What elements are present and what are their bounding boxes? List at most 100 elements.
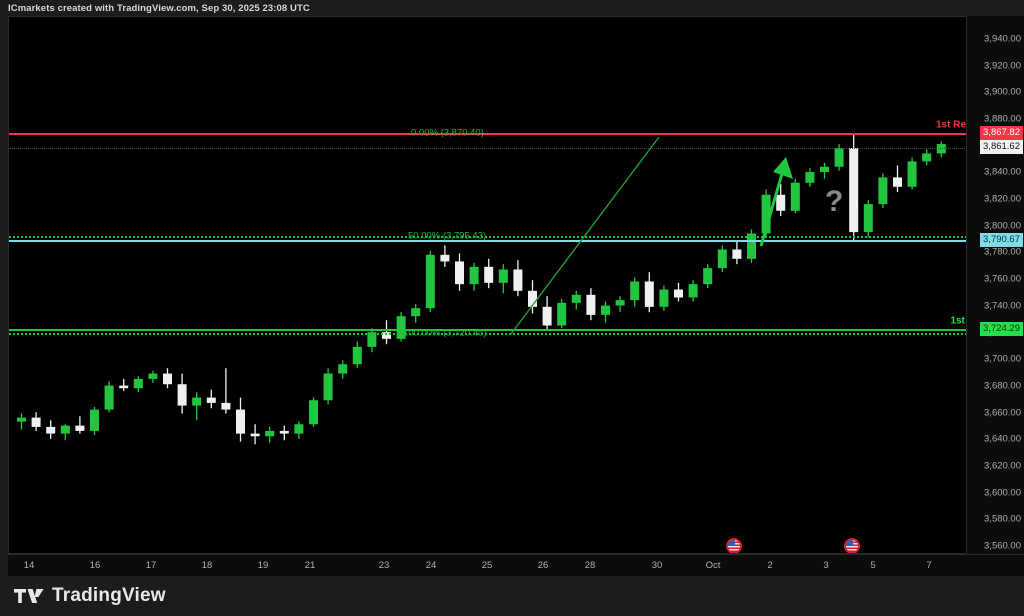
candle-body <box>761 194 771 234</box>
price-axis-tick: 3,660.00 <box>984 407 1021 419</box>
candle-body <box>250 433 260 437</box>
candle-body <box>674 289 683 298</box>
footer: TradingView <box>0 576 1024 616</box>
candle-body <box>732 249 742 259</box>
time-axis-tick: 16 <box>89 560 101 571</box>
candle-body <box>922 153 932 162</box>
price-axis-tick: 3,640.00 <box>984 433 1021 445</box>
candle-body <box>17 417 26 422</box>
candle-body <box>396 316 406 339</box>
candle-body <box>834 148 844 167</box>
candle-body <box>440 254 450 262</box>
candlestick-series <box>17 133 946 445</box>
fib-label-100: 100.00% (3,720.45) <box>403 327 487 339</box>
candle-body <box>163 373 172 385</box>
candle-body <box>60 425 70 434</box>
last-price-price-badge[interactable]: 3,861.62 <box>980 140 1023 154</box>
fib-level-100-line <box>9 333 967 335</box>
candle-body <box>557 302 567 326</box>
candle-body <box>878 177 888 205</box>
tradingview-brand-text: TradingView <box>52 585 166 606</box>
candle-body <box>805 172 815 183</box>
candle-body <box>279 430 289 434</box>
us-economic-event-icon[interactable] <box>726 538 742 553</box>
price-axis-tick: 3,560.00 <box>984 540 1021 552</box>
time-axis-tick: 30 <box>651 560 663 571</box>
candle-body <box>586 294 596 315</box>
candle-body <box>309 400 318 425</box>
candle-body <box>367 332 377 347</box>
price-axis-tick: 3,880.00 <box>984 113 1021 125</box>
candle-body <box>425 254 435 309</box>
time-axis-tick: Oct <box>705 560 721 571</box>
candle-body <box>498 269 508 283</box>
candle-body <box>863 204 873 233</box>
candle-body <box>206 397 216 403</box>
candle-body <box>236 409 245 434</box>
candle-body <box>893 177 902 187</box>
price-axis-tick: 3,580.00 <box>984 513 1021 525</box>
fib-level-50-line <box>9 236 967 238</box>
candle-body <box>571 294 581 303</box>
chart-plot-area[interactable] <box>9 17 967 553</box>
candle-body <box>192 397 202 406</box>
fib-label-0: 0.00% (3,870.40) <box>411 127 484 139</box>
candle-body <box>528 290 537 307</box>
support-line <box>9 329 967 331</box>
time-axis-tick: 24 <box>425 560 437 571</box>
candle-body <box>630 281 640 301</box>
candle-body <box>820 166 829 173</box>
price-axis-tick: 3,840.00 <box>984 166 1021 178</box>
candle-body <box>90 409 99 431</box>
candle-body <box>265 430 275 437</box>
question-mark-annotation: ? <box>825 185 844 218</box>
candle-body <box>849 148 859 233</box>
resistance-price-badge[interactable]: 3,867.82 <box>980 126 1023 140</box>
price-axis-tick: 3,900.00 <box>984 86 1021 98</box>
price-axis-tick: 3,760.00 <box>984 273 1021 285</box>
candle-body <box>703 268 713 285</box>
chart-frame[interactable]: 0.00% (3,870.40) 50.00% (3,795.43) 100.0… <box>8 16 1016 554</box>
tradingview-logo-icon <box>14 589 44 603</box>
price-axis-tick: 3,940.00 <box>984 33 1021 45</box>
pivot-line <box>9 240 967 242</box>
candle-body <box>615 300 625 306</box>
us-economic-event-icon[interactable] <box>844 538 860 553</box>
candle-body <box>323 373 333 401</box>
candle-body <box>542 306 552 326</box>
candle-body <box>644 281 654 307</box>
time-axis-tick: 18 <box>201 560 213 571</box>
candle-body <box>382 332 391 339</box>
candle-body <box>747 233 756 259</box>
time-axis[interactable]: 14 16 17 18 19 21 23 24 25 26 28 30 Oct 2 3 5 7 <box>8 554 1024 576</box>
candle-body <box>776 194 786 211</box>
candle-body <box>484 266 494 283</box>
candle-body <box>177 384 187 406</box>
candle-body <box>221 402 231 410</box>
price-axis[interactable]: 3,940.003,920.003,900.003,880.003,860.00… <box>966 16 1024 554</box>
candle-body <box>352 346 362 365</box>
price-axis-tick: 3,680.00 <box>984 380 1021 392</box>
candle-body <box>790 182 800 211</box>
candle-body <box>907 161 917 187</box>
time-axis-tick: 3 <box>823 560 829 571</box>
candle-body <box>294 424 304 434</box>
candle-body <box>411 308 421 317</box>
pivot-price-badge[interactable]: 3,790.67 <box>980 233 1023 247</box>
price-axis-tick: 3,920.00 <box>984 60 1021 72</box>
resistance-line <box>9 133 967 135</box>
last-price-line <box>9 148 967 149</box>
time-axis-tick: 7 <box>926 560 932 571</box>
candle-body <box>513 269 523 291</box>
price-axis-tick: 3,740.00 <box>984 300 1021 312</box>
price-axis-tick: 3,600.00 <box>984 487 1021 499</box>
price-axis-tick: 3,700.00 <box>984 353 1021 365</box>
price-axis-tick: 3,800.00 <box>984 220 1021 232</box>
candle-body <box>659 289 669 307</box>
time-axis-tick: 19 <box>257 560 269 571</box>
support-price-badge[interactable]: 3,724.29 <box>980 322 1023 336</box>
candle-body <box>455 261 464 285</box>
price-axis-tick: 3,820.00 <box>984 193 1021 205</box>
candle-body <box>338 364 348 374</box>
time-axis-tick: 28 <box>584 560 596 571</box>
